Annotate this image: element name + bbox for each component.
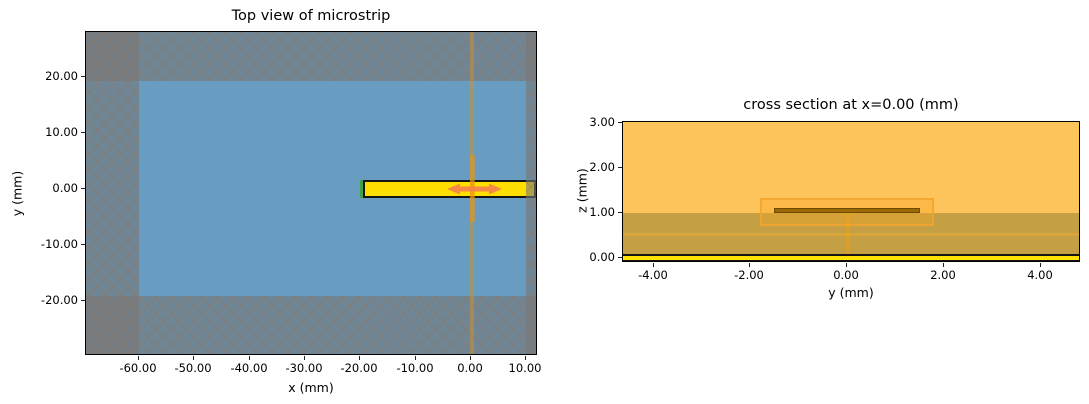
x-tick-label: 2.00 — [930, 268, 956, 282]
boundary-band-right — [526, 32, 536, 354]
tick-mark — [618, 122, 622, 123]
tick-mark — [359, 356, 360, 360]
y-tick-label: 20.00 — [45, 69, 78, 83]
tick-mark — [138, 356, 139, 360]
y-tick-label: 2.00 — [589, 160, 615, 174]
tick-mark — [846, 263, 847, 267]
tick-mark — [618, 257, 622, 258]
tick-mark — [525, 356, 526, 360]
left-x-axis-label: x (mm) — [288, 380, 334, 395]
y-tick-label: -10.00 — [40, 237, 78, 251]
y-tick-label: -20.00 — [40, 293, 78, 307]
tick-mark — [749, 263, 750, 267]
tick-mark — [304, 356, 305, 360]
x-tick-label: -2.00 — [734, 268, 764, 282]
x-tick-label: -40.00 — [230, 361, 268, 375]
port-edge-line — [360, 180, 364, 198]
right-y-axis-label: z (mm) — [574, 168, 590, 213]
x-tick-label: 4.00 — [1027, 268, 1053, 282]
right-x-axis-label: y (mm) — [828, 285, 874, 300]
y-tick-label: 3.00 — [589, 115, 615, 129]
y-tick-label: 1.00 — [589, 205, 615, 219]
boundary-band-bottom — [86, 296, 536, 354]
x-tick-label: -10.00 — [396, 361, 434, 375]
tick-mark — [81, 132, 85, 133]
x-tick-label: -4.00 — [638, 268, 668, 282]
tick-mark — [1040, 263, 1041, 267]
tick-mark — [81, 188, 85, 189]
x-tick-label: -20.00 — [340, 361, 378, 375]
left-y-axis-label: y (mm) — [9, 170, 25, 217]
tick-mark — [81, 76, 85, 77]
right-plot-axes — [622, 121, 1080, 262]
tick-mark — [470, 356, 471, 360]
x-tick-label: -30.00 — [285, 361, 323, 375]
tick-mark — [618, 167, 622, 168]
y-tick-label: 0.00 — [589, 250, 615, 264]
tick-mark — [81, 244, 85, 245]
right-plot-title: cross section at x=0.00 (mm) — [743, 97, 959, 113]
y-tick-label: 0.00 — [52, 181, 78, 195]
excitation-arrow-icon — [447, 183, 502, 195]
trace-conductor — [774, 208, 920, 213]
y-tick-label: 10.00 — [45, 125, 78, 139]
x-tick-label: 0.00 — [833, 268, 859, 282]
x-tick-label: -50.00 — [174, 361, 212, 375]
mesh-line — [623, 233, 1079, 236]
x-tick-label: 0.00 — [457, 361, 483, 375]
left-plot-title: Top view of microstrip — [231, 8, 391, 24]
tick-mark — [249, 356, 250, 360]
x-tick-label: 10.00 — [508, 361, 542, 375]
tick-mark — [193, 356, 194, 360]
tick-mark — [415, 356, 416, 360]
ground-plane — [623, 254, 1079, 261]
tick-mark — [81, 300, 85, 301]
tick-mark — [653, 263, 654, 267]
tick-mark — [943, 263, 944, 267]
left-plot-axes — [85, 31, 537, 355]
boundary-band-top — [86, 32, 536, 81]
feed-line-vertical — [846, 213, 850, 256]
x-tick-label: -60.00 — [119, 361, 157, 375]
tick-mark — [618, 212, 622, 213]
